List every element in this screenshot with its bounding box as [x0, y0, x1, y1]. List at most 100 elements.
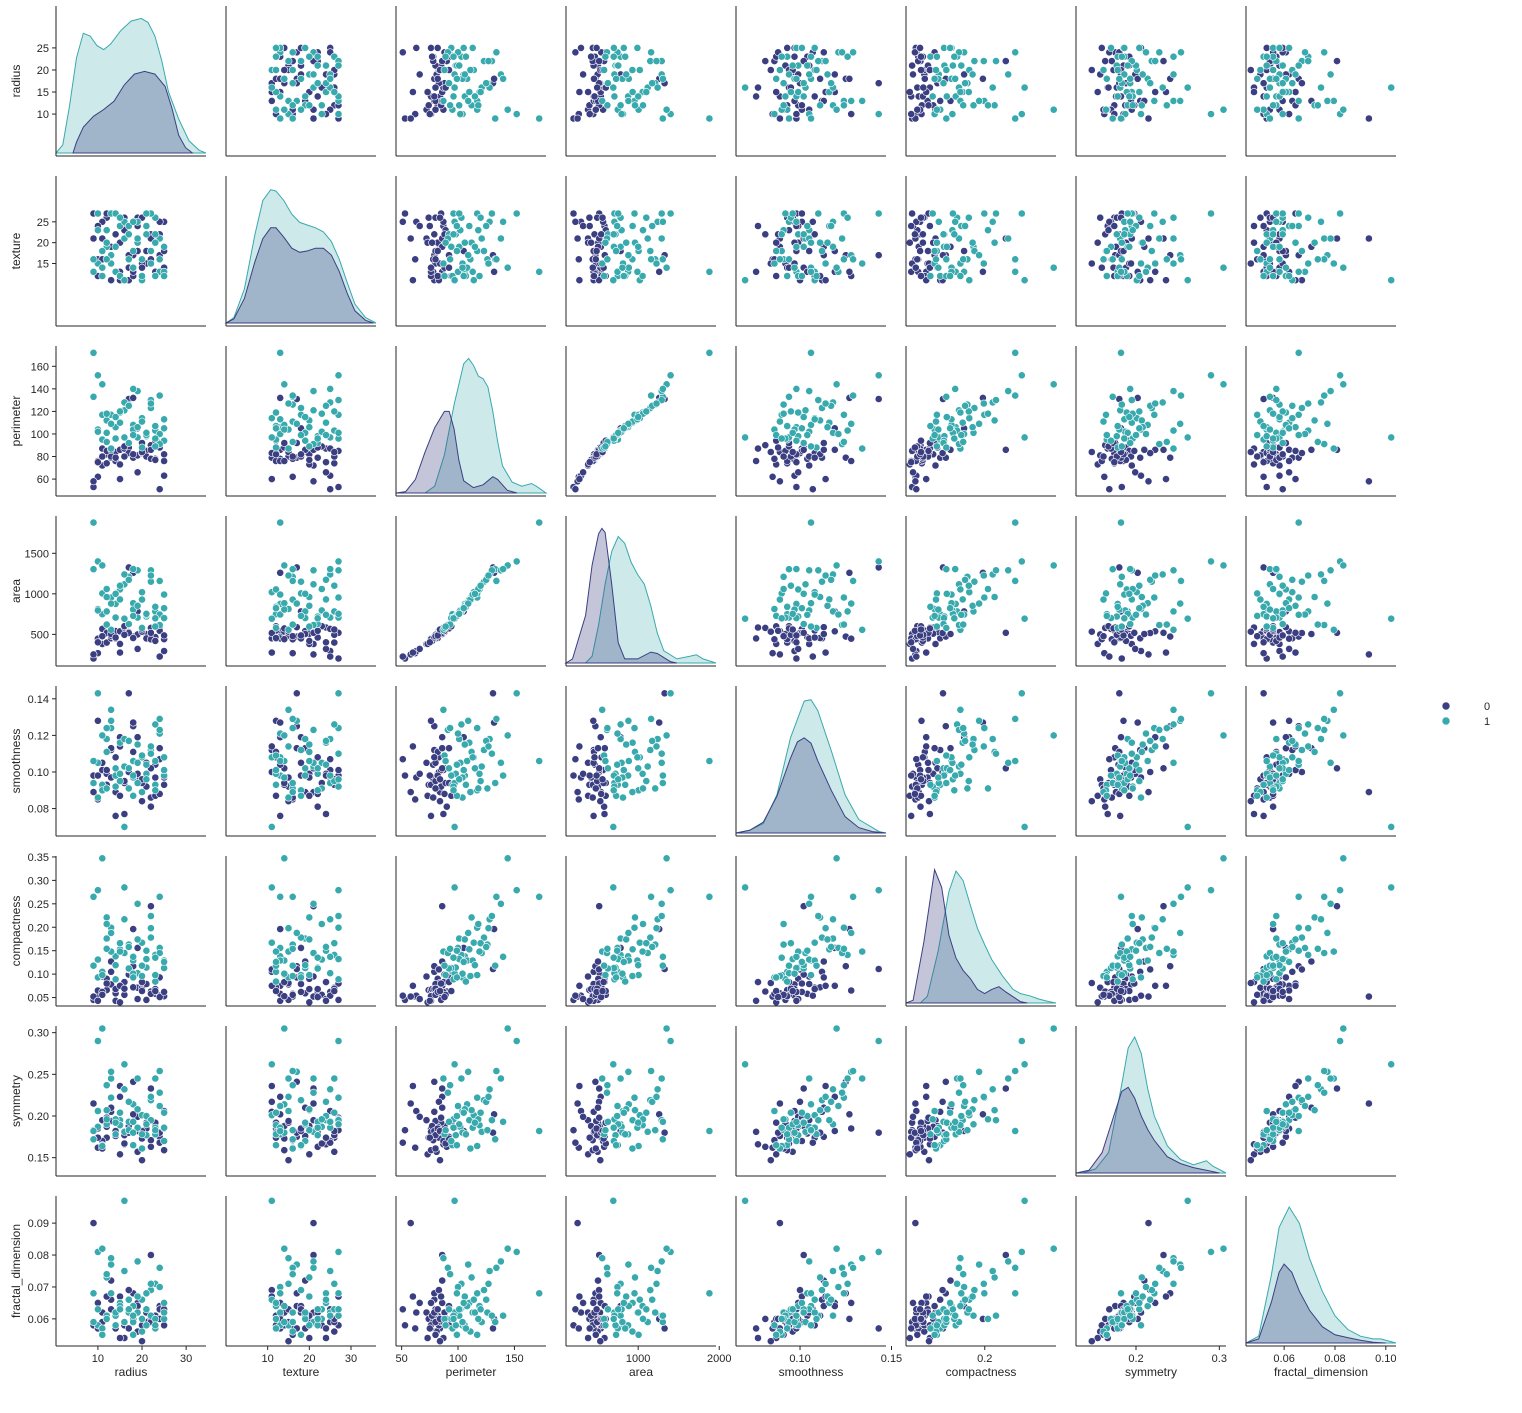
- panel-perimeter-vs-area: [565, 346, 716, 497]
- point-area-smoothness-37: [821, 648, 830, 657]
- panel-area-vs-perimeter: [395, 516, 546, 667]
- point-symmetry-radius-88: [116, 1108, 124, 1117]
- point-texture-fractal-dimension-87: [1275, 242, 1284, 251]
- point-smoothness-fractal-dimension-92: [1326, 758, 1335, 767]
- point-perimeter-radius-33: [160, 457, 168, 465]
- point-radius-area-93: [600, 66, 608, 74]
- point-smoothness-radius-88: [116, 777, 124, 785]
- point-perimeter-area-87: [634, 413, 643, 421]
- point-texture-compactness-60: [965, 276, 974, 285]
- point-texture-area-87: [634, 242, 643, 251]
- point-radius-perimeter-89: [450, 83, 459, 92]
- point-radius-texture-36: [313, 92, 322, 101]
- point-area-compactness-97: [1011, 577, 1020, 585]
- point-compactness-radius-102: [151, 971, 160, 979]
- point-perimeter-compactness-87: [942, 413, 951, 421]
- point-radius-perimeter-70: [439, 97, 448, 105]
- ytick-label-smoothness: 0.10: [28, 767, 49, 779]
- point-area-texture-84: [280, 561, 289, 570]
- point-texture-compactness-91: [930, 247, 939, 255]
- point-radius-symmetry-24: [1104, 83, 1113, 92]
- point-radius-fractal-dimension-90: [1288, 79, 1297, 88]
- point-symmetry-area-74: [604, 1117, 612, 1126]
- point-compactness-texture-31: [305, 985, 314, 993]
- point-area-smoothness-6: [830, 627, 839, 636]
- point-texture-compactness-84: [1049, 263, 1058, 272]
- point-compactness-area-53: [630, 923, 639, 932]
- point-perimeter-compactness-46: [917, 436, 925, 445]
- point-perimeter-symmetry-35: [1140, 445, 1149, 454]
- point-smoothness-radius-87: [111, 764, 120, 773]
- point-perimeter-radius-67: [94, 427, 102, 436]
- point-smoothness-radius-97: [155, 715, 164, 723]
- point-smoothness-symmetry-84: [1219, 731, 1228, 740]
- point-texture-smoothness-46: [772, 272, 781, 280]
- point-texture-smoothness-39: [874, 251, 883, 260]
- point-smoothness-area-102: [601, 757, 610, 765]
- point-compactness-smoothness-6: [830, 981, 839, 990]
- kde-texture-class-0: [225, 227, 374, 324]
- point-radius-smoothness-76: [823, 70, 832, 79]
- point-radius-smoothness-102: [807, 52, 815, 61]
- point-perimeter-radius-97: [155, 391, 164, 400]
- point-symmetry-texture-97: [288, 1067, 297, 1075]
- point-perimeter-symmetry-87: [1125, 413, 1134, 421]
- point-radius-perimeter-23: [423, 88, 432, 96]
- point-texture-symmetry-94: [1123, 209, 1132, 218]
- point-texture-compactness-72: [956, 272, 965, 280]
- point-area-symmetry-63: [1169, 607, 1178, 616]
- point-symmetry-texture-21: [284, 1117, 293, 1125]
- point-smoothness-texture-76: [305, 740, 314, 749]
- point-area-symmetry-81: [1155, 621, 1164, 629]
- point-symmetry-perimeter-9: [430, 1077, 439, 1086]
- point-compactness-radius-78: [142, 946, 151, 955]
- point-symmetry-area-80: [621, 1130, 630, 1139]
- point-smoothness-radius-96: [151, 786, 160, 795]
- point-perimeter-compactness-76: [968, 423, 977, 432]
- point-texture-area-37: [575, 276, 584, 285]
- point-area-symmetry-34: [1130, 628, 1139, 637]
- point-compactness-area-86: [624, 929, 633, 937]
- point-perimeter-fractal-dimension-68: [1253, 410, 1262, 419]
- point-compactness-fractal-dimension-71: [1272, 975, 1281, 984]
- point-texture-compactness-44: [907, 222, 916, 230]
- point-radius-perimeter-31: [428, 52, 436, 61]
- point-radius-perimeter-3: [424, 101, 433, 110]
- point-smoothness-symmetry-96: [1120, 786, 1129, 795]
- point-smoothness-symmetry-102: [1117, 757, 1126, 765]
- point-texture-fractal-dimension-73: [1317, 217, 1325, 226]
- point-perimeter-radius-82: [160, 415, 168, 424]
- point-radius-perimeter-97: [492, 48, 501, 57]
- point-compactness-radius-73: [120, 915, 129, 924]
- point-area-smoothness-15: [819, 623, 828, 632]
- point-smoothness-texture-84: [280, 731, 289, 740]
- point-radius-compactness-90: [961, 79, 969, 88]
- point-smoothness-compactness-73: [988, 735, 997, 743]
- point-radius-fractal-dimension-25: [1298, 79, 1306, 88]
- point-symmetry-area-43: [595, 1084, 604, 1093]
- point-smoothness-radius-82: [160, 753, 168, 762]
- point-perimeter-smoothness-74: [799, 439, 808, 447]
- point-perimeter-compactness-2: [931, 461, 940, 470]
- point-smoothness-compactness-96: [950, 786, 959, 795]
- point-area-compactness-79: [992, 566, 1000, 575]
- point-compactness-area-55: [628, 945, 637, 954]
- point-area-fractal-dimension-69: [1310, 593, 1319, 601]
- ylabel-compactness: compactness: [9, 896, 23, 967]
- point-radius-compactness-102: [932, 52, 941, 61]
- point-compactness-smoothness-85: [779, 920, 788, 928]
- point-perimeter-smoothness-45: [779, 452, 788, 461]
- point-texture-symmetry-51: [1102, 272, 1111, 280]
- point-area-radius-93: [138, 624, 146, 632]
- point-texture-smoothness-93: [812, 272, 821, 280]
- point-perimeter-smoothness-80: [783, 422, 792, 430]
- point-texture-area-66: [658, 255, 667, 264]
- point-texture-smoothness-63: [843, 213, 852, 222]
- point-texture-area-101: [659, 217, 667, 226]
- point-perimeter-fractal-dimension-73: [1317, 398, 1325, 407]
- point-perimeter-symmetry-61: [1112, 432, 1121, 441]
- point-texture-symmetry-25: [1146, 276, 1155, 285]
- point-smoothness-area-63: [616, 720, 625, 729]
- point-smoothness-area-79: [657, 749, 666, 758]
